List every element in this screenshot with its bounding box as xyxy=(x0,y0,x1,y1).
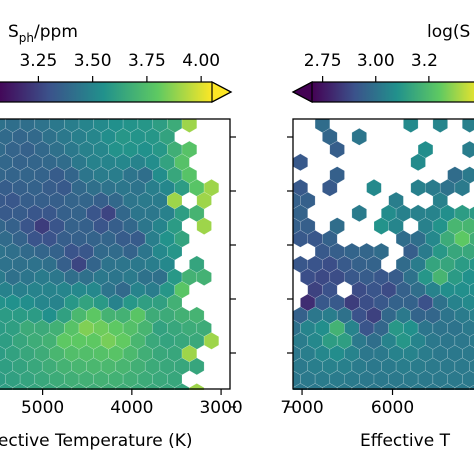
left-colorbar-extend-max xyxy=(211,81,233,103)
left-colorbar-tick-label: 4.00 xyxy=(182,51,220,71)
right-colorbar-tick-label: 2.75 xyxy=(304,51,342,71)
left-colorbar-label-post: /ppm xyxy=(34,22,78,42)
right-x-axis-title: Effective T xyxy=(360,431,451,451)
right-x-tick-label: 7000 xyxy=(280,398,323,418)
hexbin-cell xyxy=(432,119,448,133)
left-x-ticks xyxy=(42,389,222,395)
hexbin-cell xyxy=(373,242,389,261)
hexbin-cell xyxy=(462,119,474,133)
hexbin-cell xyxy=(351,128,367,146)
hexbin-cell xyxy=(329,140,345,159)
left-colorbar-tick-label: 3.75 xyxy=(128,51,166,71)
hexbin-cell xyxy=(196,268,212,286)
right-colorbar xyxy=(312,82,474,102)
right-x-ticks xyxy=(301,389,394,395)
left-x-tick-label: 4000 xyxy=(110,398,153,418)
left-x-tick-label: 5000 xyxy=(21,398,64,418)
right-axes-frame xyxy=(292,118,474,390)
right-hexbin-grid xyxy=(293,119,474,390)
hexbin-cell xyxy=(351,204,367,223)
right-y-ticks xyxy=(287,136,293,408)
left-colorbar-label-sub: ph xyxy=(19,31,34,45)
right-colorbar-ticks xyxy=(322,76,430,82)
right-colorbar-outline xyxy=(291,81,474,103)
hexbin-cell xyxy=(462,140,474,159)
hexbin-cell xyxy=(403,119,419,133)
left-colorbar-outline xyxy=(0,81,233,103)
hexbin-cell xyxy=(366,179,382,197)
left-x-tick-label: 3000 xyxy=(199,398,242,418)
left-colorbar-ticks xyxy=(37,76,202,82)
hexbin-cell xyxy=(196,217,212,235)
hexbin-cell xyxy=(203,332,220,350)
hexbin-cell xyxy=(410,153,426,172)
right-x-tick-label: 6000 xyxy=(371,398,414,418)
left-hexbin-grid xyxy=(0,119,220,390)
right-colorbar-tick-label: 3.00 xyxy=(357,51,395,71)
left-colorbar-label-pre: S xyxy=(8,22,19,42)
left-colorbar-tick-label: 3.25 xyxy=(19,51,57,71)
left-colorbar-tick-label: 3.50 xyxy=(74,51,112,71)
hexbin-cell xyxy=(181,119,198,133)
hexbin-cell xyxy=(167,242,183,261)
hexbin-cell xyxy=(293,153,308,172)
hexbin-cell xyxy=(454,179,470,197)
left-y-ticks xyxy=(230,136,236,408)
hexbin-cell xyxy=(462,242,474,261)
left-axes-frame xyxy=(0,118,231,390)
hexbin-cell xyxy=(410,179,426,197)
left-colorbar xyxy=(0,82,212,102)
right-colorbar-tick-label: 3.2 xyxy=(411,51,438,71)
right-panel: log(S 2.75 3.00 3.2 7000 6000 Effective … xyxy=(280,22,474,451)
left-colorbar-label: Sph/ppm xyxy=(8,22,78,45)
left-panel: Sph/ppm 3.25 3.50 3.75 4.00 5000 4000 30… xyxy=(0,22,243,451)
left-x-axis-title: Effective Temperature (K) xyxy=(0,431,193,451)
hexbin-cell xyxy=(189,357,205,376)
hexbin-cell xyxy=(322,179,338,197)
right-colorbar-label: log(S xyxy=(427,22,470,42)
right-colorbar-extend-min xyxy=(291,81,313,103)
